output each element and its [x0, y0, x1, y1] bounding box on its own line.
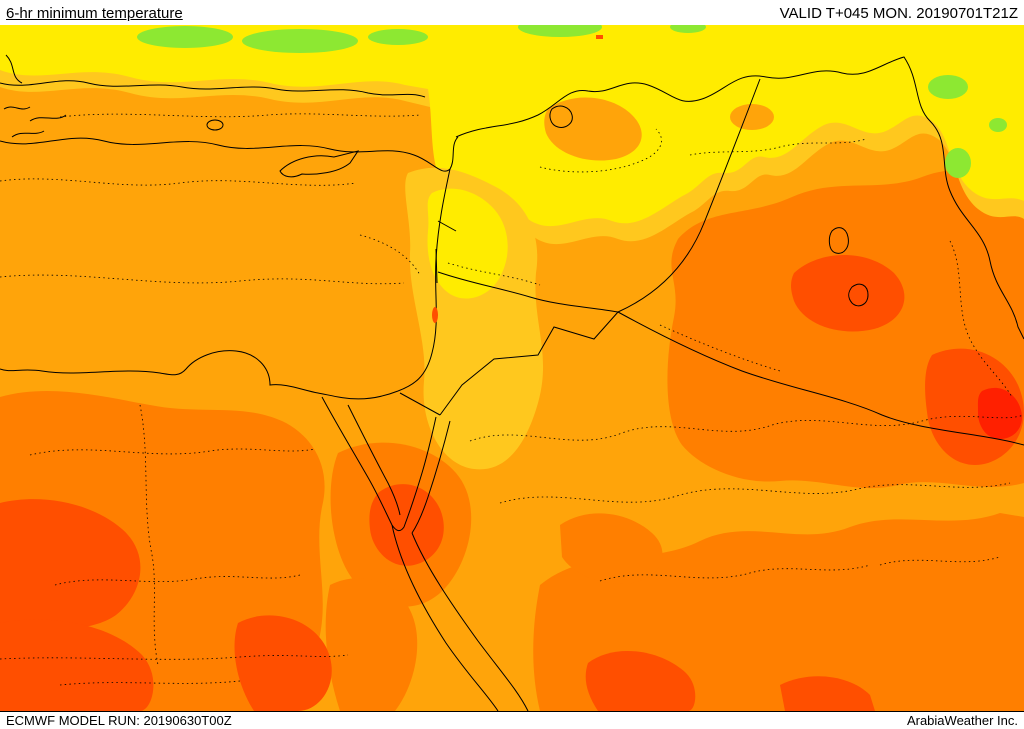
temp-fill-deep-orange — [325, 578, 418, 711]
lake-outline — [848, 283, 869, 307]
contour-line — [447, 262, 541, 286]
black-sea-coastline — [0, 80, 426, 98]
temp-fill-red-orange — [234, 615, 332, 711]
dead-sea — [432, 307, 438, 323]
jordan-saudi-border — [439, 311, 619, 416]
aegean-coast-detail — [29, 114, 67, 122]
border-layer — [399, 35, 1024, 446]
israel-jordan-border — [435, 248, 438, 284]
temperature-map-canvas — [0, 25, 1024, 711]
levant-coastline — [397, 168, 451, 392]
lake-outline — [206, 119, 224, 131]
temp-fill-green — [945, 148, 971, 178]
contour-line — [139, 404, 159, 666]
temp-fill-red-orange — [0, 499, 141, 639]
map-header: 6-hr minimum temperature VALID T+045 MON… — [0, 0, 1024, 25]
contour-dotted-layer — [0, 113, 1024, 686]
temp-fill-green — [137, 26, 233, 48]
aegean-coast-detail — [3, 106, 31, 110]
temp-fill-red-orange — [585, 650, 696, 711]
gulf-of-suez-coastline — [347, 404, 401, 516]
coastline-layer — [0, 54, 869, 711]
temp-fill-green — [518, 25, 602, 37]
temp-fill-red-orange — [791, 255, 905, 332]
turkey-south-coastline — [0, 136, 459, 172]
egypt-israel-border — [399, 392, 441, 416]
temp-fill-orange-patch — [730, 104, 774, 130]
temp-fill-green — [242, 29, 358, 53]
temp-fill-green — [368, 29, 428, 45]
lake-outline — [828, 227, 849, 254]
contour-line — [59, 680, 241, 686]
lebanon-syria-border — [437, 220, 457, 232]
contour-line — [599, 564, 871, 582]
cyprus-island — [279, 150, 360, 178]
north-africa-coastline-nile-delta — [0, 350, 399, 400]
temperature-fill-layer — [0, 25, 1024, 711]
aegean-coast-detail — [5, 54, 23, 84]
valid-time-label: VALID T+045 MON. 20190701T21Z — [779, 5, 1018, 22]
gulf-of-aqaba-coastline — [391, 416, 437, 532]
temp-fill-red — [977, 387, 1022, 440]
contour-line — [29, 448, 316, 456]
syria-jordan-border — [437, 271, 619, 313]
temp-fill-orange-patch — [544, 97, 642, 161]
syria-iraq-border — [617, 78, 761, 313]
gulf-of-aqaba-coastline — [411, 420, 451, 534]
red-sea-coastline — [411, 532, 529, 711]
contour-line — [0, 654, 349, 660]
temp-fill-green — [989, 118, 1007, 132]
temp-fill-green — [928, 75, 968, 99]
contour-line — [659, 324, 781, 372]
model-run-label: ECMWF MODEL RUN: 20190630T00Z — [6, 713, 232, 728]
contour-line — [54, 574, 301, 586]
brand-label: ArabiaWeather Inc. — [906, 713, 1018, 728]
contour-line — [499, 482, 1011, 504]
map-footer: ECMWF MODEL RUN: 20190630T00Z ArabiaWeat… — [0, 711, 1024, 729]
contour-line — [689, 138, 867, 156]
lake-outline — [549, 105, 573, 128]
aegean-coast-detail — [11, 130, 45, 138]
gulf-of-suez-coastline — [321, 396, 393, 526]
iraq-saudi-border — [617, 311, 1024, 446]
red-sea-coastline — [391, 524, 499, 711]
turkey-syria-iraq-iran-border — [455, 56, 1024, 340]
small-lake-mark — [596, 35, 603, 39]
temp-fill-deep-orange — [560, 513, 663, 584]
contour-line — [949, 240, 1013, 398]
temp-fill-red-orange — [0, 619, 154, 711]
contour-line — [59, 113, 421, 118]
contour-line — [539, 128, 662, 173]
temp-fill-red-orange — [780, 676, 875, 711]
temp-fill-yellow — [427, 188, 508, 299]
temp-fill-yellow — [0, 25, 1024, 227]
weather-map — [0, 25, 1024, 711]
temp-fill-green — [670, 25, 706, 33]
map-title: 6-hr minimum temperature — [6, 5, 183, 22]
